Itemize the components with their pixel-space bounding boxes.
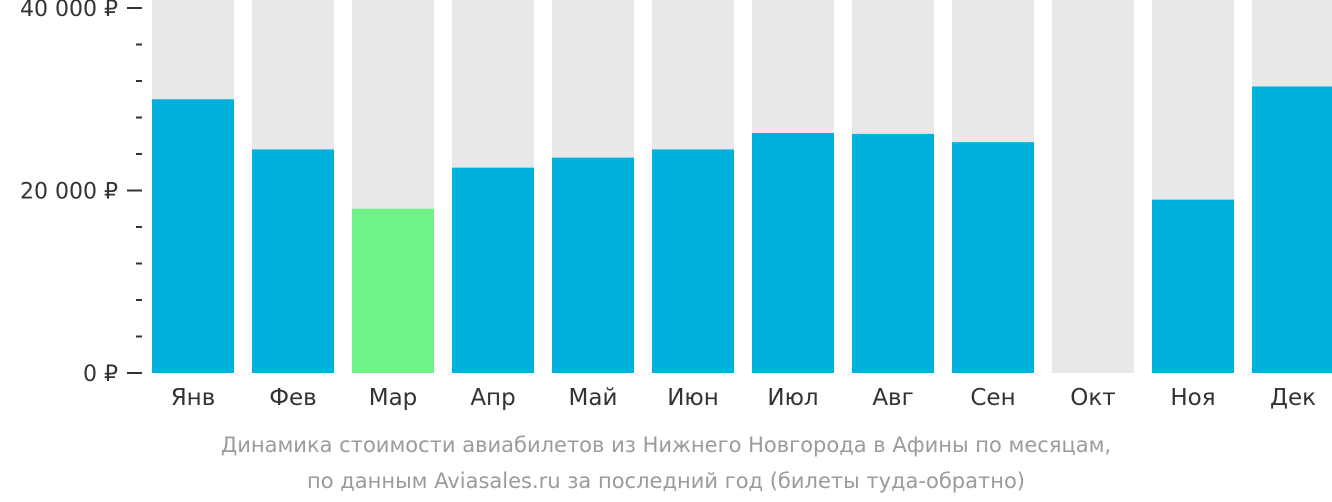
bar-10[interactable] [1152, 199, 1234, 373]
bar-3[interactable] [452, 167, 534, 373]
x-tick-label: Мар [369, 385, 418, 411]
bar-8[interactable] [952, 142, 1034, 373]
bar-1[interactable] [252, 149, 334, 373]
chart-caption-line-1: Динамика стоимости авиабилетов из Нижнег… [220, 433, 1112, 457]
y-tick-label: 40 000 ₽ [20, 0, 118, 22]
x-tick-label: Июл [767, 385, 818, 411]
bar-chart-svg: Янв Фев Мар Апр Май Июн Июл Авг Сен Окт Ноя Дек 0 ₽ 2… [20, 0, 1332, 411]
bar-7[interactable] [852, 133, 934, 373]
x-tick-label: Фев [269, 385, 317, 411]
bar-11[interactable] [1252, 86, 1332, 373]
x-tick-label: Апр [470, 385, 515, 411]
bar-5[interactable] [652, 149, 734, 373]
chart-caption-line-2: по данным Aviasales.ru за последний год … [307, 469, 1025, 493]
x-tick-label: Янв [171, 385, 216, 411]
bar-0[interactable] [152, 99, 234, 373]
bar-background-9 [1052, 0, 1134, 373]
bar-2[interactable] [352, 208, 434, 373]
bar-4[interactable] [552, 157, 634, 373]
y-tick-label: 20 000 ₽ [20, 180, 118, 205]
x-tick-label: Окт [1070, 385, 1115, 411]
x-tick-label: Дек [1270, 385, 1316, 411]
x-tick-label: Авг [872, 385, 913, 411]
bar-6[interactable] [752, 133, 834, 373]
y-tick-label: 0 ₽ [83, 362, 118, 387]
x-tick-label: Июн [667, 385, 719, 411]
x-tick-label: Ноя [1170, 385, 1215, 411]
x-tick-label: Май [569, 385, 618, 411]
x-tick-label: Сен [970, 385, 1015, 411]
